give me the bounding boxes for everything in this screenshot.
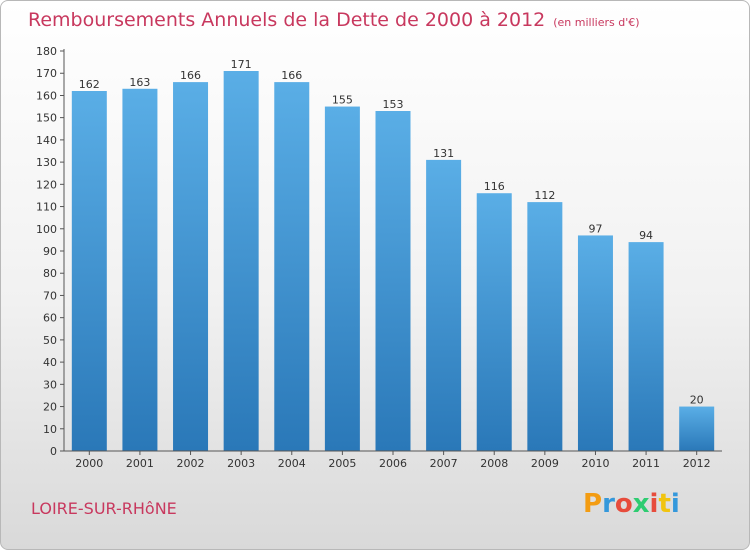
logo-letter: o (614, 489, 633, 519)
x-tick-label: 2010 (581, 457, 609, 470)
bar (173, 82, 209, 451)
bar (426, 159, 462, 451)
bar (527, 202, 563, 451)
bar (274, 82, 310, 451)
chart-title-text: Remboursements Annuels de la Dette de 20… (28, 9, 546, 31)
commune-name: LOIRE-SUR-RHôNE (31, 499, 177, 518)
bar-value-label: 162 (79, 78, 100, 91)
x-tick-label: 2006 (379, 457, 407, 470)
y-tick-label: 30 (43, 378, 57, 391)
y-tick-label: 20 (43, 401, 57, 414)
y-tick-label: 140 (36, 134, 57, 147)
y-tick-label: 90 (43, 245, 57, 258)
x-tick-label: 2002 (177, 457, 205, 470)
y-tick-label: 150 (36, 112, 57, 125)
bar-value-label: 171 (231, 58, 252, 71)
logo-letter: i (670, 489, 680, 519)
chart-subtitle: (en milliers d'€) (553, 16, 640, 29)
bar-value-label: 94 (639, 229, 653, 242)
bar (577, 235, 613, 451)
x-tick-label: 2003 (227, 457, 255, 470)
bar (375, 111, 411, 451)
y-tick-label: 110 (36, 201, 57, 214)
y-tick-label: 70 (43, 289, 57, 302)
chart-title: Remboursements Annuels de la Dette de 20… (28, 9, 640, 31)
y-tick-label: 120 (36, 178, 57, 191)
y-tick-label: 160 (36, 89, 57, 102)
x-axis: 2000 2001 2002 2003 2004 2005 2006 2007 2008 2009… (64, 450, 722, 470)
bar-value-label: 155 (332, 94, 353, 107)
bar-value-label: 163 (129, 76, 150, 89)
bar-value-label: 97 (588, 222, 602, 235)
y-axis: 0 10 20 30 40 50 60 70 80 90 100 110 120 130 140 150 160… (36, 45, 65, 458)
y-tick-label: 80 (43, 267, 57, 280)
y-tick-label: 50 (43, 334, 57, 347)
bar-value-label: 20 (690, 394, 704, 407)
bar (679, 406, 715, 451)
logo-letter: x (632, 489, 650, 519)
logo-letter: t (658, 489, 671, 519)
y-tick-label: 130 (36, 156, 57, 169)
x-tick-label: 2000 (75, 457, 103, 470)
y-tick-label: 170 (36, 67, 57, 80)
x-tick-label: 2004 (278, 457, 306, 470)
y-tick-label: 100 (36, 223, 57, 236)
y-tick-label: 60 (43, 312, 57, 325)
bar-value-label: 112 (534, 189, 555, 202)
x-tick-label: 2012 (683, 457, 711, 470)
x-tick-label: 2009 (531, 457, 559, 470)
x-tick-label: 2005 (328, 457, 356, 470)
bar-value-label: 166 (281, 69, 302, 82)
bars-group: 162 163 166 171 166 155 153 131 116 112 97 94 20 (71, 58, 715, 452)
bar (476, 193, 512, 451)
y-tick-label: 180 (36, 45, 57, 58)
y-tick-label: 0 (50, 445, 57, 458)
logo-letter: r (602, 489, 615, 519)
y-tick-label: 10 (43, 423, 57, 436)
bar (628, 242, 664, 451)
proxiti-logo: Proxiti (583, 489, 680, 519)
x-tick-label: 2001 (126, 457, 154, 470)
bar (71, 91, 107, 451)
bar (223, 71, 259, 451)
bar (122, 88, 158, 452)
x-tick-label: 2011 (632, 457, 660, 470)
logo-letter: i (649, 489, 659, 519)
bar-value-label: 166 (180, 69, 201, 82)
bar-value-label: 116 (484, 180, 505, 193)
bar-value-label: 131 (433, 147, 454, 160)
y-tick-label: 40 (43, 356, 57, 369)
x-tick-label: 2008 (480, 457, 508, 470)
logo-letter: P (583, 489, 603, 519)
x-tick-label: 2007 (430, 457, 458, 470)
bar (324, 106, 360, 452)
bar-value-label: 153 (383, 98, 404, 111)
